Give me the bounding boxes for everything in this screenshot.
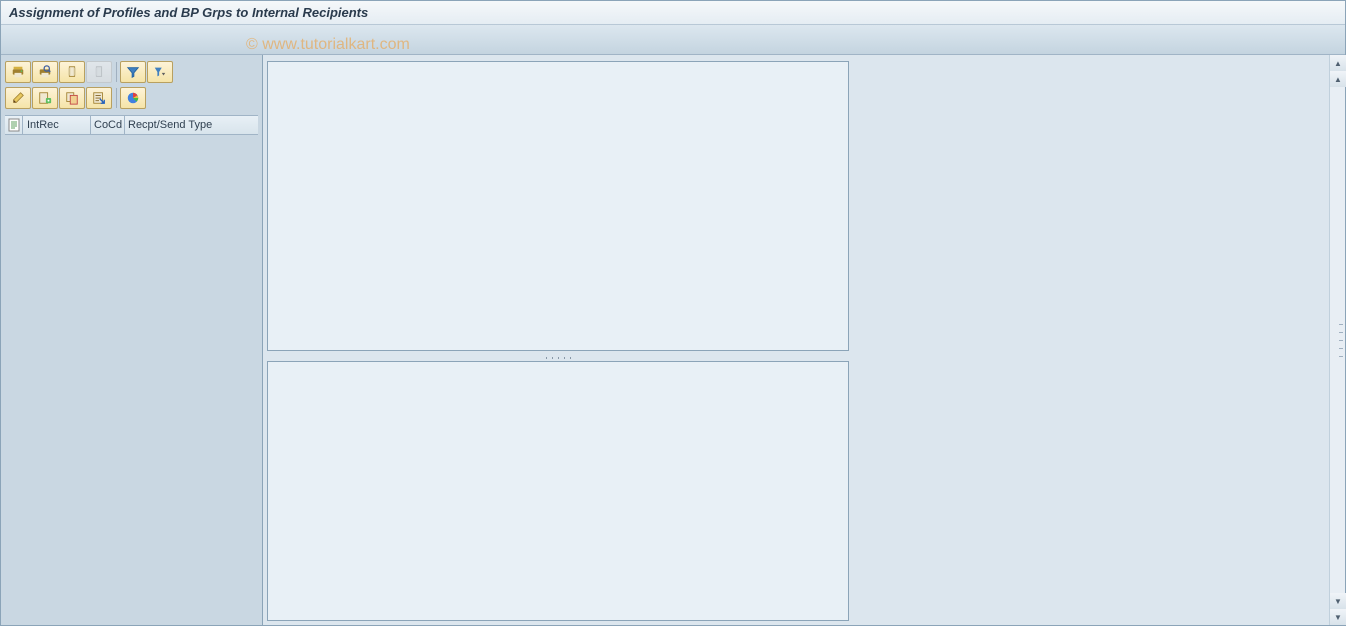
preview-icon [38,65,52,79]
vertical-scrollbar[interactable]: ▲ ▲ ▼ ▼ [1329,55,1345,625]
filter-dropdown-icon [153,65,167,79]
detail-panel-top [267,61,849,351]
filter-dropdown-button[interactable] [147,61,173,83]
table-header-icon[interactable] [5,116,23,134]
copy-button[interactable] [59,87,85,109]
find-icon [65,65,79,79]
detail-panel-bottom [267,361,849,621]
find-next-icon [92,65,106,79]
scroll-grip-icon[interactable] [1339,320,1343,360]
preview-button[interactable] [32,61,58,83]
document-icon [8,118,20,132]
table-header: IntRec CoCd Recpt/Send Type [5,115,258,135]
page-title: Assignment of Profiles and BP Grps to In… [9,5,368,20]
table-header-recpt[interactable]: Recpt/Send Type [125,116,258,134]
select-icon [92,91,106,105]
toolbar-row-2 [5,87,258,109]
select-layout-button[interactable] [86,87,112,109]
title-bar: Assignment of Profiles and BP Grps to In… [1,1,1345,25]
table-header-intrec[interactable]: IntRec [23,116,91,134]
graphic-button[interactable] [120,87,146,109]
print-icon [11,65,25,79]
scroll-up-icon[interactable]: ▲ [1330,71,1346,87]
splitter-handle-icon [543,357,573,360]
content-area: IntRec CoCd Recpt/Send Type [1,55,1345,625]
edit-icon [11,91,25,105]
table-header-cocd[interactable]: CoCd [91,116,125,134]
filter-icon [126,65,140,79]
scroll-down-icon[interactable]: ▼ [1330,593,1346,609]
scroll-up-icon[interactable]: ▲ [1330,55,1346,71]
scroll-down-icon[interactable]: ▼ [1330,609,1346,625]
edit-button[interactable] [5,87,31,109]
detail-panels-container [263,55,849,625]
create-icon [38,91,52,105]
create-button[interactable] [32,87,58,109]
toolbar-separator [116,88,117,108]
graphic-icon [126,91,140,105]
find-button[interactable] [59,61,85,83]
print-button[interactable] [5,61,31,83]
right-container: ▲ ▲ ▼ ▼ [263,55,1345,625]
main-window: Assignment of Profiles and BP Grps to In… [0,0,1346,626]
filter-button[interactable] [120,61,146,83]
application-toolbar [1,25,1345,55]
copy-icon [65,91,79,105]
empty-right-area [849,55,1329,625]
toolbar-row-1 [5,61,258,83]
toolbar-separator [116,62,117,82]
left-panel: IntRec CoCd Recpt/Send Type [1,55,263,625]
find-next-button[interactable] [86,61,112,83]
horizontal-splitter[interactable] [267,355,849,361]
